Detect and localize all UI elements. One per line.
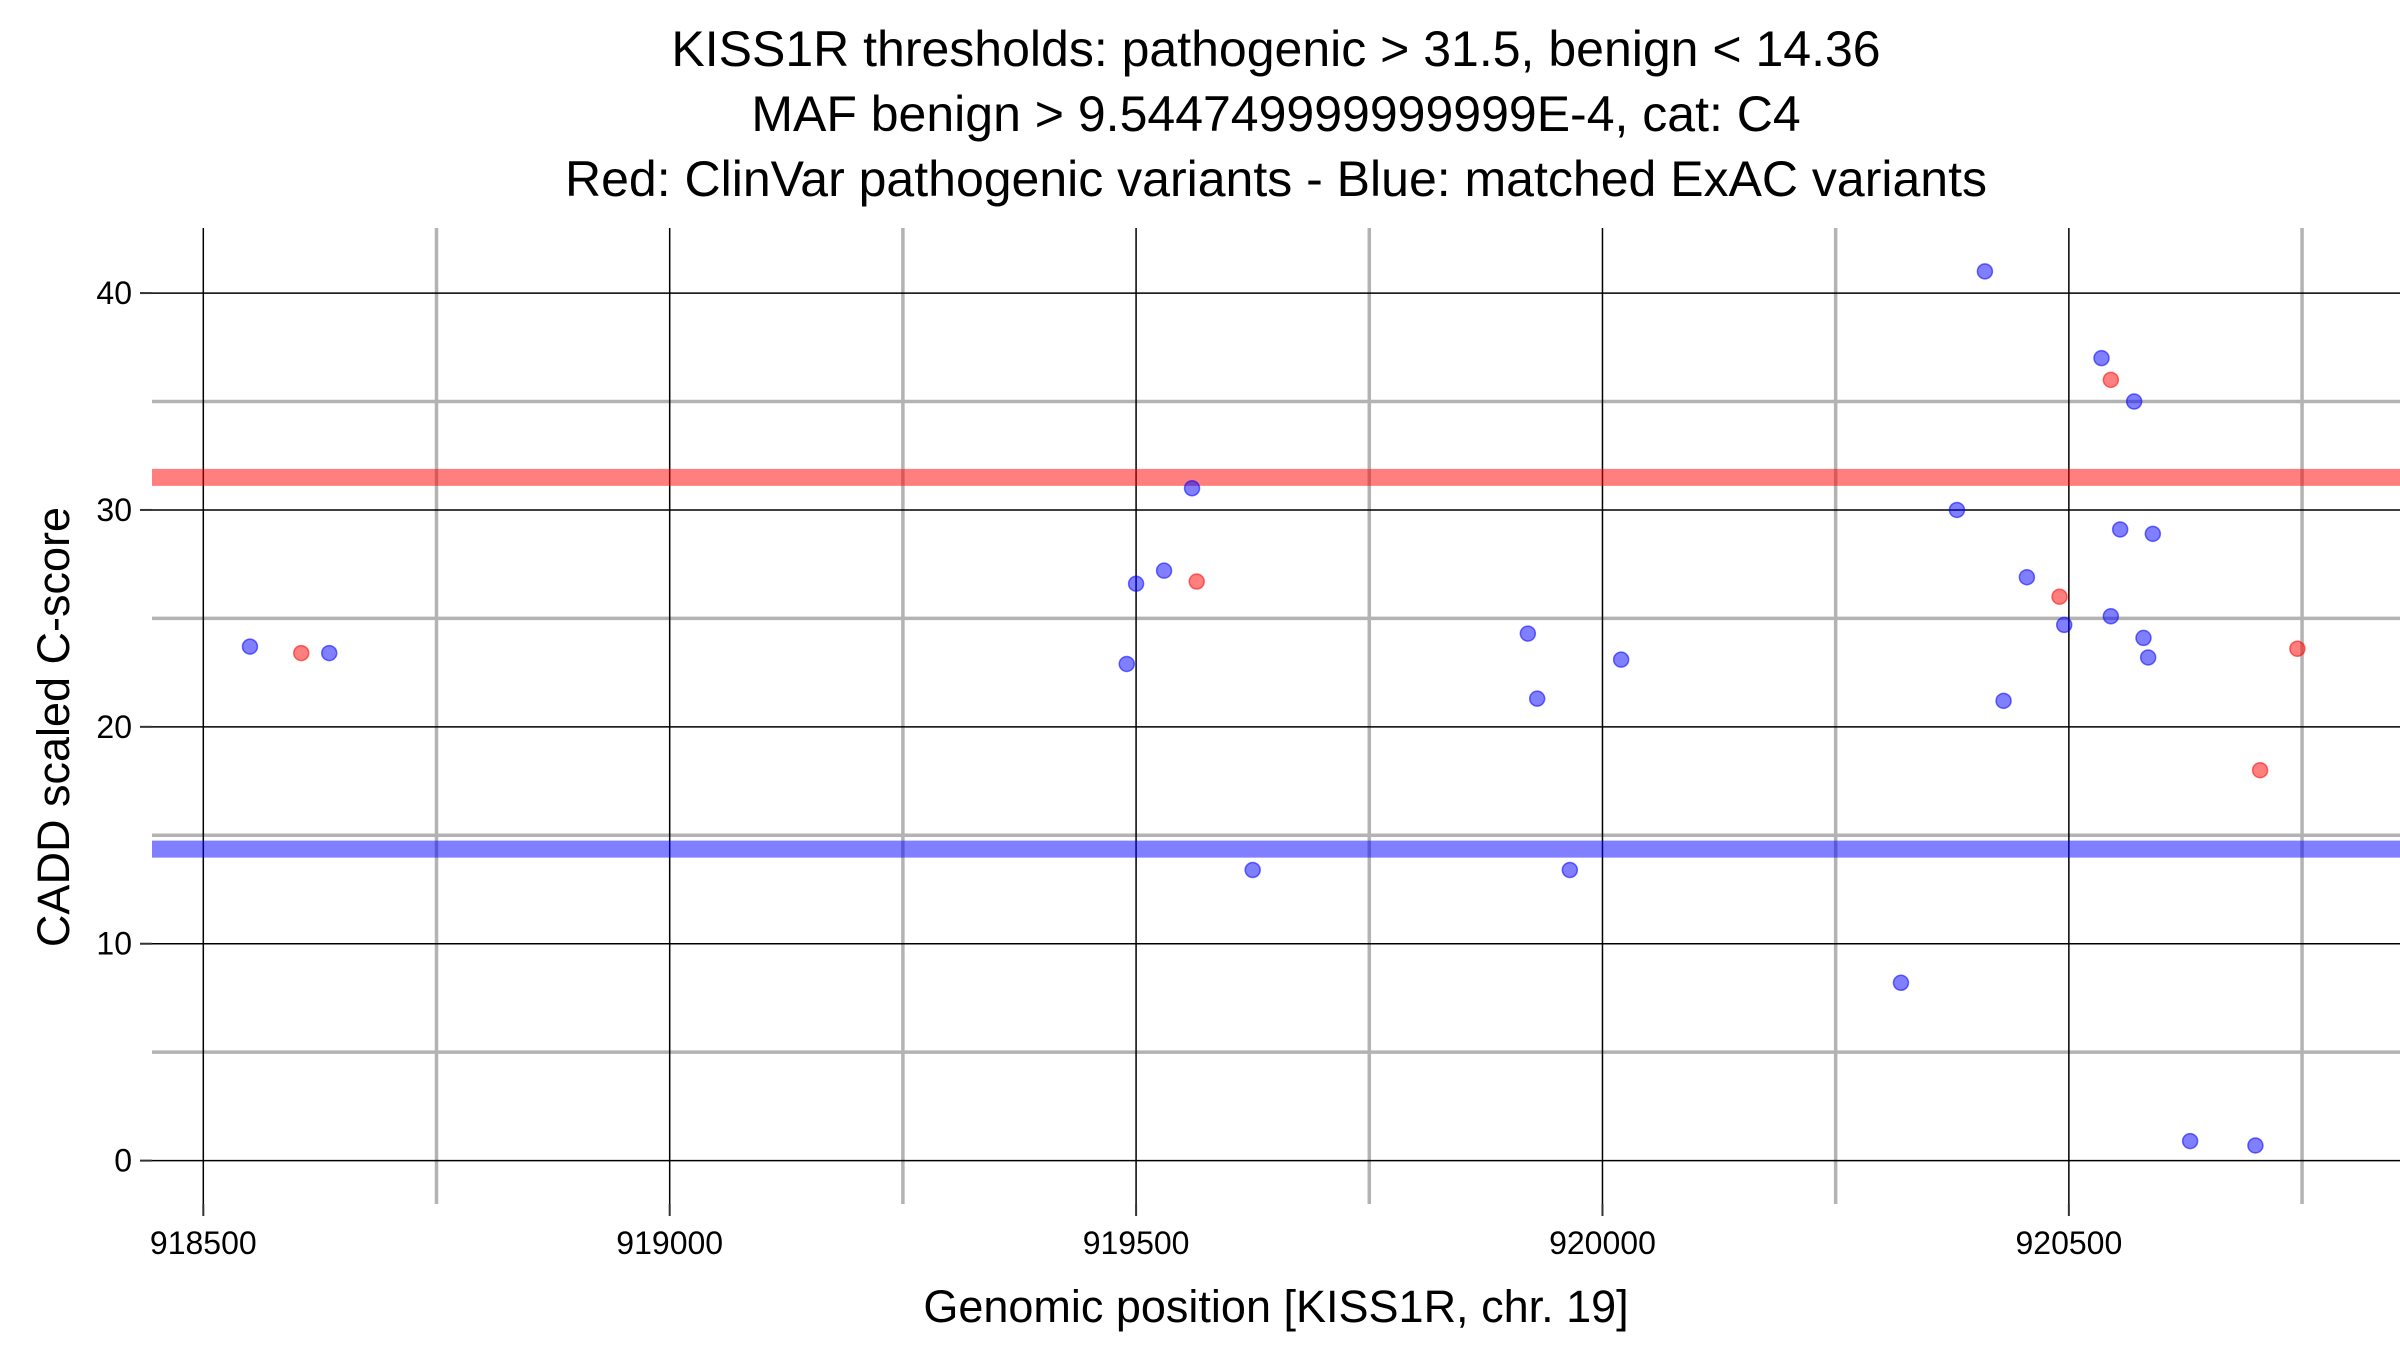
matched-exac-variants-point [241, 638, 259, 655]
y-tick-label: 30 [96, 492, 132, 528]
chart-title-line-2: MAF benign > 9.544749999999999E-4, cat: … [751, 86, 1800, 142]
x-axis-ticks: 918500 919000 919500 920000 920500 [150, 1204, 2122, 1261]
x-tick-label: 919000 [616, 1225, 723, 1261]
matched-exac-variants-point [1519, 625, 1537, 642]
matched-exac-variants-point [1528, 690, 1546, 707]
y-axis-ticks: 0 10 20 30 40 [96, 275, 152, 1179]
x-tick-label: 920500 [2015, 1225, 2122, 1261]
y-tick-label: 20 [96, 709, 132, 745]
clinvar-pathogenic-variants-point [2051, 588, 2068, 605]
y-axis-label: CADD scaled C-score [28, 507, 79, 947]
chart-title-line-3: Red: ClinVar pathogenic variants - Blue:… [565, 151, 1987, 207]
matched-exac-variants-point [2102, 607, 2120, 625]
matched-exac-variants-point [2093, 349, 2110, 367]
matched-exac-variants-point [320, 644, 338, 662]
matched-exac-variants-point [2181, 1132, 2199, 1150]
clinvar-pathogenic-variants-point [2102, 371, 2120, 389]
matched-exac-variants-point [2018, 568, 2036, 586]
clinvar-pathogenic-variants-point [292, 644, 310, 662]
matched-exac-variants-point [1892, 974, 1910, 992]
clinvar-pathogenic-variants-point [2289, 640, 2306, 658]
data-points [241, 263, 2306, 1154]
threshold-lines [152, 468, 2400, 858]
matched-exac-variants-point [2139, 649, 2157, 666]
matched-exac-variants-point [1995, 692, 2012, 710]
clinvar-pathogenic-variants-point [2251, 761, 2269, 779]
x-tick-label: 920000 [1549, 1225, 1656, 1261]
matched-exac-variants-point [2055, 616, 2073, 634]
matched-exac-variants-point [1244, 861, 1261, 879]
matched-exac-variants-point [1948, 501, 1966, 519]
matched-exac-variants-point [1127, 575, 1145, 592]
matched-exac-variants-point [2125, 393, 2143, 410]
matched-exac-variants-point [1976, 263, 1994, 280]
minor-grid [152, 228, 2400, 1204]
major-grid [152, 228, 2400, 1204]
matched-exac-variants-point [1612, 651, 1630, 668]
matched-exac-variants-point [1183, 480, 1201, 497]
x-axis-label: Genomic position [KISS1R, chr. 19] [923, 1281, 1628, 1332]
matched-exac-variants-point [2135, 629, 2152, 647]
chart-title-line-1: KISS1R thresholds: pathogenic > 31.5, be… [671, 21, 1880, 77]
y-tick-label: 10 [96, 926, 132, 962]
matched-exac-variants-point [2247, 1137, 2264, 1154]
matched-exac-variants-point [1561, 861, 1579, 879]
y-tick-label: 0 [114, 1143, 132, 1179]
y-tick-label: 40 [96, 275, 132, 311]
matched-exac-variants-point [2111, 521, 2129, 538]
matched-exac-variants-point [1155, 562, 1173, 579]
matched-exac-variants-point [2144, 525, 2162, 543]
clinvar-pathogenic-variants-point [1188, 573, 1205, 590]
matched-exac-variants-point [1118, 655, 1136, 673]
x-tick-label: 918500 [150, 1225, 257, 1261]
x-tick-label: 919500 [1083, 1225, 1190, 1261]
